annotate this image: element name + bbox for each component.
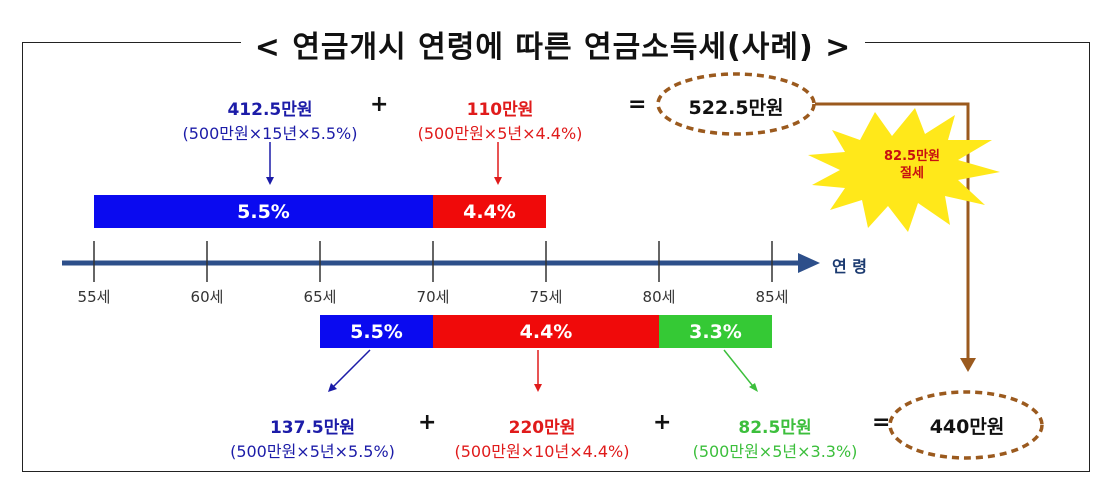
scenario-b-part1-amount: 137.5만원 [269,418,356,438]
axis-tick-marks [93,241,773,282]
scenario-b-part3-formula: (500만원×5년×3.3%) [692,442,858,461]
scenario-b-total: 440만원 [929,416,1005,438]
connector-line [815,102,970,360]
age-60: 60세 [190,288,224,306]
scenario-b-part2: 220만원 (500만원×10년×4.4%) [428,413,656,462]
axis-label: 연 령 [832,257,868,276]
scenario-a-plus: + [370,92,389,117]
scenario-a-equals: = [628,92,647,117]
scenario-b-part2-formula: (500만원×10년×4.4%) [454,442,630,461]
scenario-a-part1-formula: (500만원×15년×5.5%) [182,124,358,143]
age-65: 65세 [303,288,337,306]
age-55: 55세 [77,288,111,306]
scenario-a-bar-4.4: 4.4% [433,195,546,228]
age-75: 75세 [529,288,563,306]
arrow-b1 [329,349,371,391]
scenario-b-part3: 82.5만원 (500만원×5년×3.3%) [666,413,884,462]
scenario-a-part2-amount: 110만원 [466,100,534,120]
scenario-b-part3-amount: 82.5만원 [738,418,812,438]
scenario-b-part2-amount: 220만원 [508,418,576,438]
age-70: 70세 [416,288,450,306]
savings-amount: 82.5만원 [884,149,940,164]
scenario-a-part1-amount: 412.5만원 [227,100,313,120]
diagram-title: < 연금개시 연령에 따른 연금소득세(사례) > [0,22,1106,66]
scenario-b-equals: = [872,410,891,435]
scenario-a-part1: 412.5만원 (500만원×15년×5.5%) [120,95,420,144]
scenario-b-bar-5.5: 5.5% [320,315,433,348]
age-axis-arrowhead [798,253,820,273]
scenario-b-plus2: + [653,410,672,435]
scenario-b-part1-formula: (500만원×5년×5.5%) [230,442,395,461]
age-80: 80세 [642,288,676,306]
scenario-a-part2-formula: (500만원×5년×4.4%) [417,124,583,143]
arrow-b3 [723,349,757,391]
scenario-a-total: 522.5만원 [688,97,784,119]
total-b-ellipse [888,390,1044,460]
scenario-b-part1: 137.5만원 (500만원×5년×5.5%) [200,413,425,462]
connector-arrowhead [960,358,976,372]
savings-label: 절세 [900,166,924,181]
savings-text: 82.5만원 절세 [862,148,962,182]
age-85: 85세 [755,288,789,306]
scenario-a-part2: 110만원 (500만원×5년×4.4%) [380,95,620,144]
savings-starburst [808,108,1000,232]
scenario-a-bar-5.5: 5.5% [94,195,433,228]
scenario-b-bar-4.4: 4.4% [433,315,659,348]
scenario-b-bar-3.3: 3.3% [659,315,772,348]
total-a-ellipse [656,72,816,136]
scenario-b-plus1: + [418,410,437,435]
